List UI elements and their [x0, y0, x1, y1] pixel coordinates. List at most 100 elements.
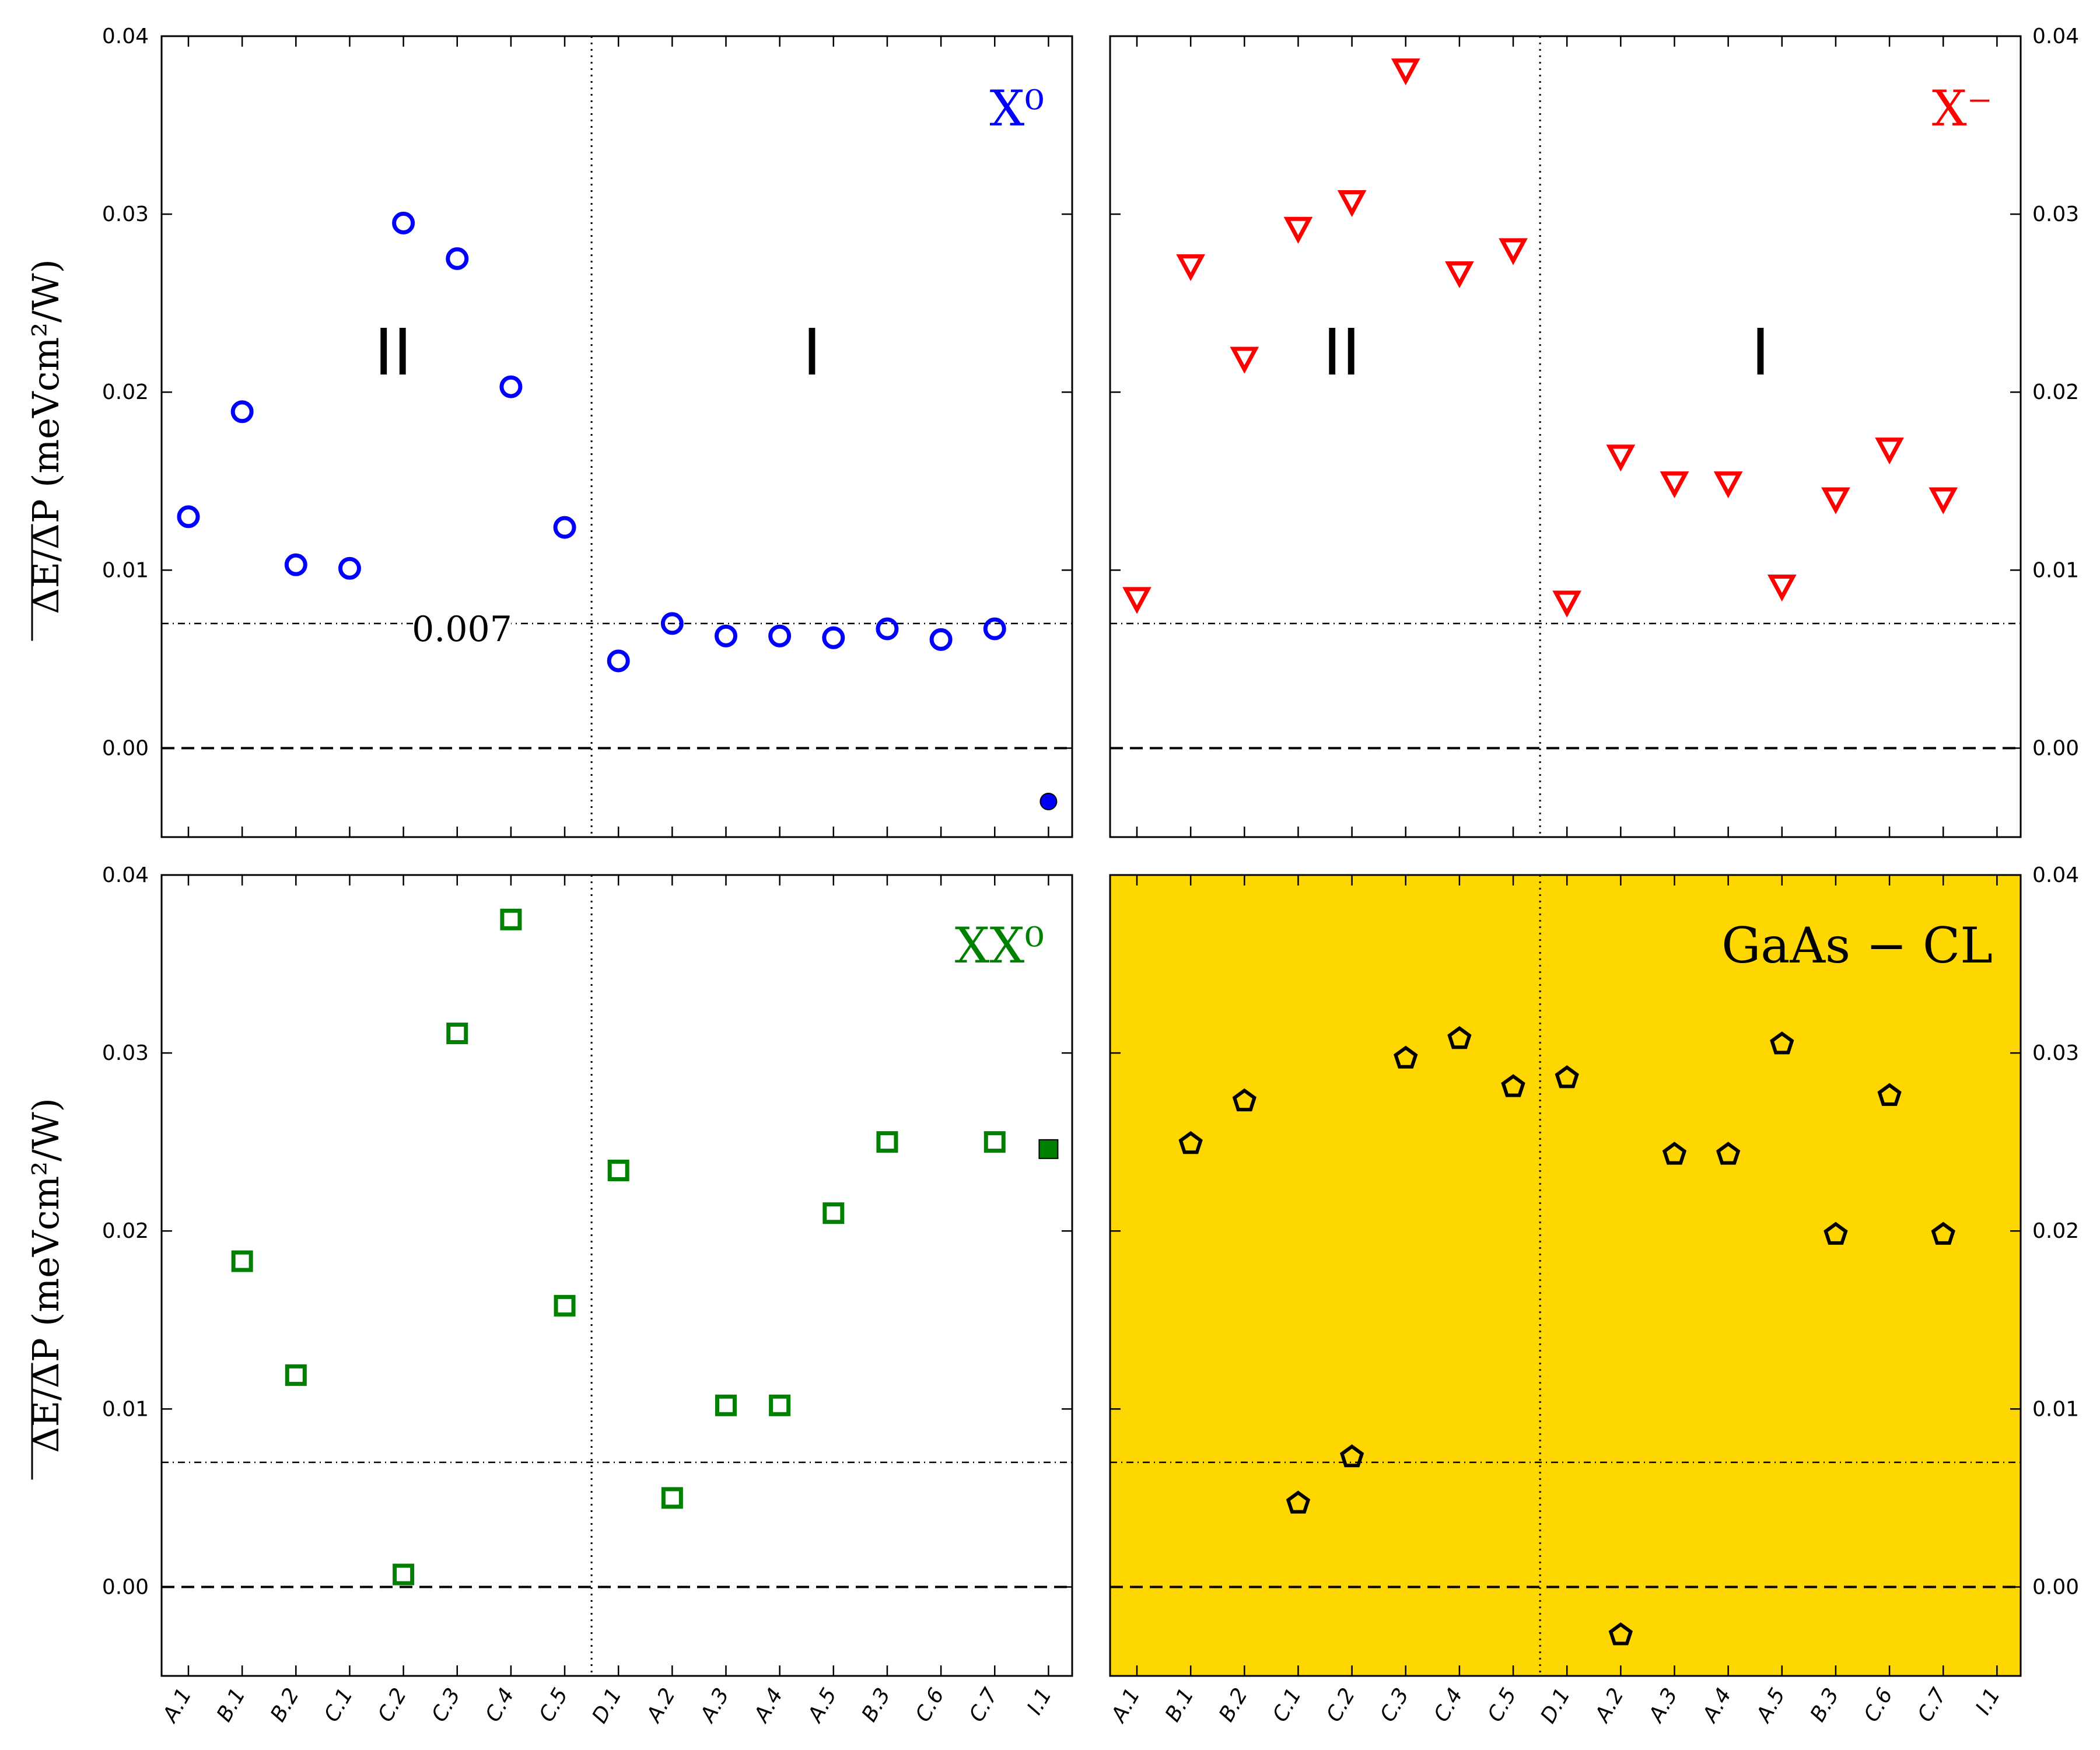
x-tick-label: A.5: [803, 1684, 841, 1727]
region-label-II: II: [374, 315, 412, 390]
data-point-D.1: [1552, 590, 1582, 618]
data-point-I.1: [1038, 1139, 1059, 1159]
x-tick-label: I.1: [1971, 1684, 2005, 1718]
data-point-B.3: [1821, 487, 1850, 514]
data-point-D.1: [1555, 1065, 1579, 1088]
data-point-D.1: [607, 1159, 629, 1181]
data-point-A.1: [1122, 587, 1152, 614]
panel-label: X⁰: [990, 80, 1044, 137]
y-axis-label: ΔE/ΔP (meVcm²/W): [24, 259, 67, 614]
x-tick-label: C.1: [320, 1684, 358, 1726]
data-point-A.3: [1662, 1142, 1687, 1165]
region-label-I: I: [803, 315, 821, 390]
panel-label: GaAs − CL: [1721, 917, 1993, 974]
data-point-C.1: [1283, 216, 1313, 244]
data-point-A.2: [661, 1487, 683, 1509]
y-tick-label: 0.02: [102, 380, 149, 404]
data-point-A.3: [715, 624, 737, 648]
y-tick-label: 0.03: [2032, 1041, 2079, 1065]
data-point-A.4: [1716, 1142, 1741, 1165]
x-tick-label: C.3: [1376, 1684, 1413, 1726]
data-point-A.5: [1770, 1031, 1794, 1055]
data-point-A.3: [1660, 471, 1689, 499]
x-tick-label: B.2: [266, 1684, 304, 1726]
data-point-C.4: [1447, 1026, 1472, 1049]
data-point-A.5: [822, 1202, 845, 1224]
data-point-C.4: [1445, 261, 1474, 289]
data-point-C.5: [553, 516, 576, 539]
data-point-B.1: [1176, 254, 1206, 281]
data-point-C.2: [393, 1563, 415, 1586]
data-point-C.1: [1286, 1490, 1311, 1514]
data-point-A.4: [1713, 471, 1743, 499]
x-tick-label: A.3: [1644, 1684, 1682, 1727]
x-tick-label: C.7: [1913, 1684, 1951, 1726]
y-tick-label: 0.00: [102, 1575, 149, 1599]
x-tick-label: A.4: [749, 1684, 788, 1727]
data-point-C.6: [1875, 438, 1904, 465]
data-point-B.1: [1178, 1130, 1203, 1154]
region-label-I: I: [1751, 315, 1770, 390]
x-tick-label: C.4: [1429, 1684, 1467, 1726]
x-tick-label: C.1: [1268, 1684, 1306, 1726]
x-tick-label: A.1: [1106, 1684, 1144, 1727]
data-point-C.7: [984, 1131, 1006, 1153]
data-point-C.7: [983, 617, 1006, 640]
x-tick-label: D.1: [1536, 1684, 1575, 1727]
y-tick-label: 0.04: [102, 24, 149, 48]
data-point-C.6: [929, 628, 953, 651]
y-tick-label: 0.02: [102, 1219, 149, 1243]
y-tick-label: 0.01: [2032, 1397, 2079, 1421]
x-tick-label: B.3: [1806, 1684, 1844, 1726]
y-tick-label: 0.03: [2032, 202, 2079, 226]
x-tick-label: I.1: [1023, 1684, 1056, 1718]
y-tick-label: 0.00: [2032, 1575, 2079, 1599]
data-point-A.2: [1608, 1622, 1633, 1646]
data-point-C.2: [1337, 190, 1367, 218]
plot-frame: [1109, 35, 2022, 838]
plot-background: [162, 36, 1072, 837]
plot-background: [1110, 875, 2021, 1676]
data-point-C.4: [500, 908, 522, 930]
y-axis-label: ΔE/ΔP (meVcm²/W): [24, 1098, 67, 1453]
data-point-B.2: [284, 553, 307, 576]
x-tick-label: B.1: [212, 1684, 250, 1726]
y-tick-label: 0.04: [102, 863, 149, 887]
threshold-label-bg: [413, 606, 511, 647]
data-point-B.3: [876, 617, 899, 640]
region-label-II: II: [1323, 315, 1361, 390]
x-tick-label: D.1: [587, 1684, 626, 1727]
data-point-A.5: [1767, 575, 1797, 602]
y-tick-label: 0.00: [2032, 736, 2079, 760]
panel-label: XX⁰: [955, 917, 1044, 974]
data-point-I.1: [1040, 792, 1058, 810]
panel-3: 0.00 0.01 0.02 0.03 0.04 A.1 B.1 B.2 C.1 C.2 C.3 C.…: [24, 863, 1073, 1727]
x-tick-label: C.2: [373, 1684, 411, 1726]
data-point-C.5: [1499, 238, 1528, 265]
y-tick-label: 0.02: [2032, 1219, 2079, 1243]
x-tick-label: A.2: [1590, 1684, 1629, 1727]
x-tick-label: C.2: [1322, 1684, 1360, 1726]
plot-frame: [160, 35, 1073, 838]
y-tick-label: 0.02: [2032, 380, 2079, 404]
plot-frame: [160, 874, 1073, 1677]
data-point-C.1: [338, 556, 361, 580]
y-tick-label: 0.04: [2032, 863, 2079, 887]
data-point-C.2: [392, 211, 415, 235]
y-tick-label: 0.00: [102, 736, 149, 760]
data-point-A.3: [715, 1394, 737, 1416]
plot-background: [162, 875, 1072, 1676]
data-point-C.7: [1929, 487, 1958, 514]
data-point-A.1: [177, 505, 200, 528]
data-point-A.5: [822, 626, 845, 649]
data-point-C.6: [1877, 1083, 1902, 1106]
x-tick-label: C.6: [1860, 1684, 1898, 1726]
x-tick-label: B.1: [1161, 1684, 1199, 1726]
data-point-C.3: [446, 1023, 468, 1045]
x-tick-label: A.1: [158, 1684, 196, 1727]
data-point-C.7: [1931, 1222, 1955, 1245]
data-point-C.4: [499, 375, 523, 398]
